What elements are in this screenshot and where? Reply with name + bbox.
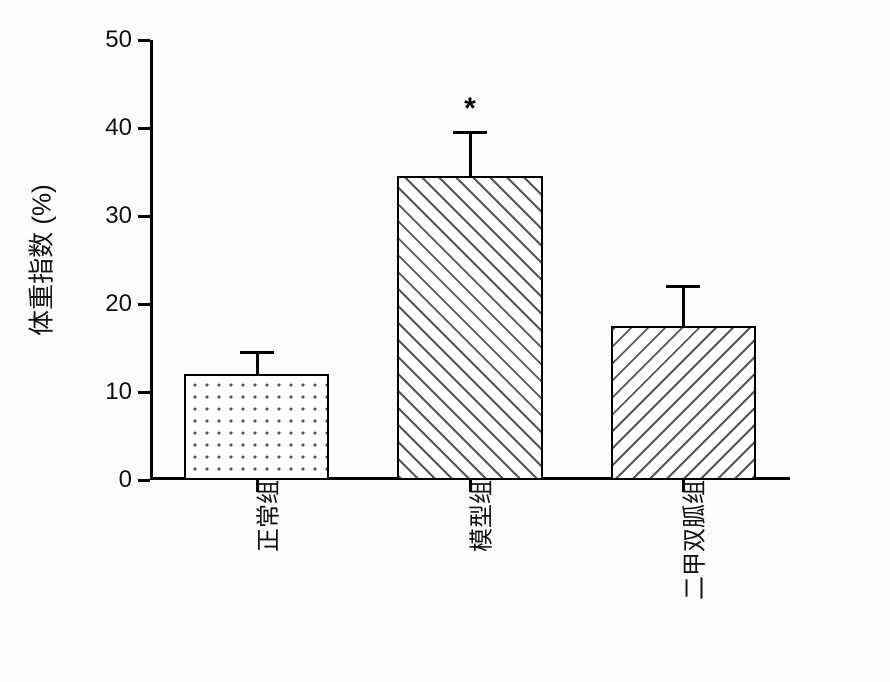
error-bar [469,132,472,176]
chart-container: 体重指数 (%) 01020304050正常组模型组*二甲双胍组 [0,0,890,682]
error-bar [256,352,259,374]
y-axis [150,40,153,480]
x-tick-label: 二甲双胍组 [657,480,710,600]
bar [397,176,542,480]
bar [611,326,756,480]
error-cap [453,131,487,134]
error-bar [682,286,685,326]
bar-fill [399,178,540,478]
error-cap [240,351,274,354]
bar-fill [613,328,754,478]
y-tick-label: 0 [119,466,150,494]
error-cap [666,285,700,288]
bar-fill [186,376,327,478]
significance-mark: * [464,92,476,126]
x-tick-label: 模型组 [444,480,497,552]
y-tick-label: 50 [105,26,150,54]
x-tick-label: 正常组 [230,480,283,552]
y-tick-label: 20 [105,290,150,318]
plot-area: 01020304050正常组模型组*二甲双胍组 [150,40,790,480]
bar [184,374,329,480]
y-tick-label: 40 [105,114,150,142]
y-tick-label: 10 [105,378,150,406]
y-tick-label: 30 [105,202,150,230]
y-axis-label: 体重指数 (%) [22,184,59,336]
